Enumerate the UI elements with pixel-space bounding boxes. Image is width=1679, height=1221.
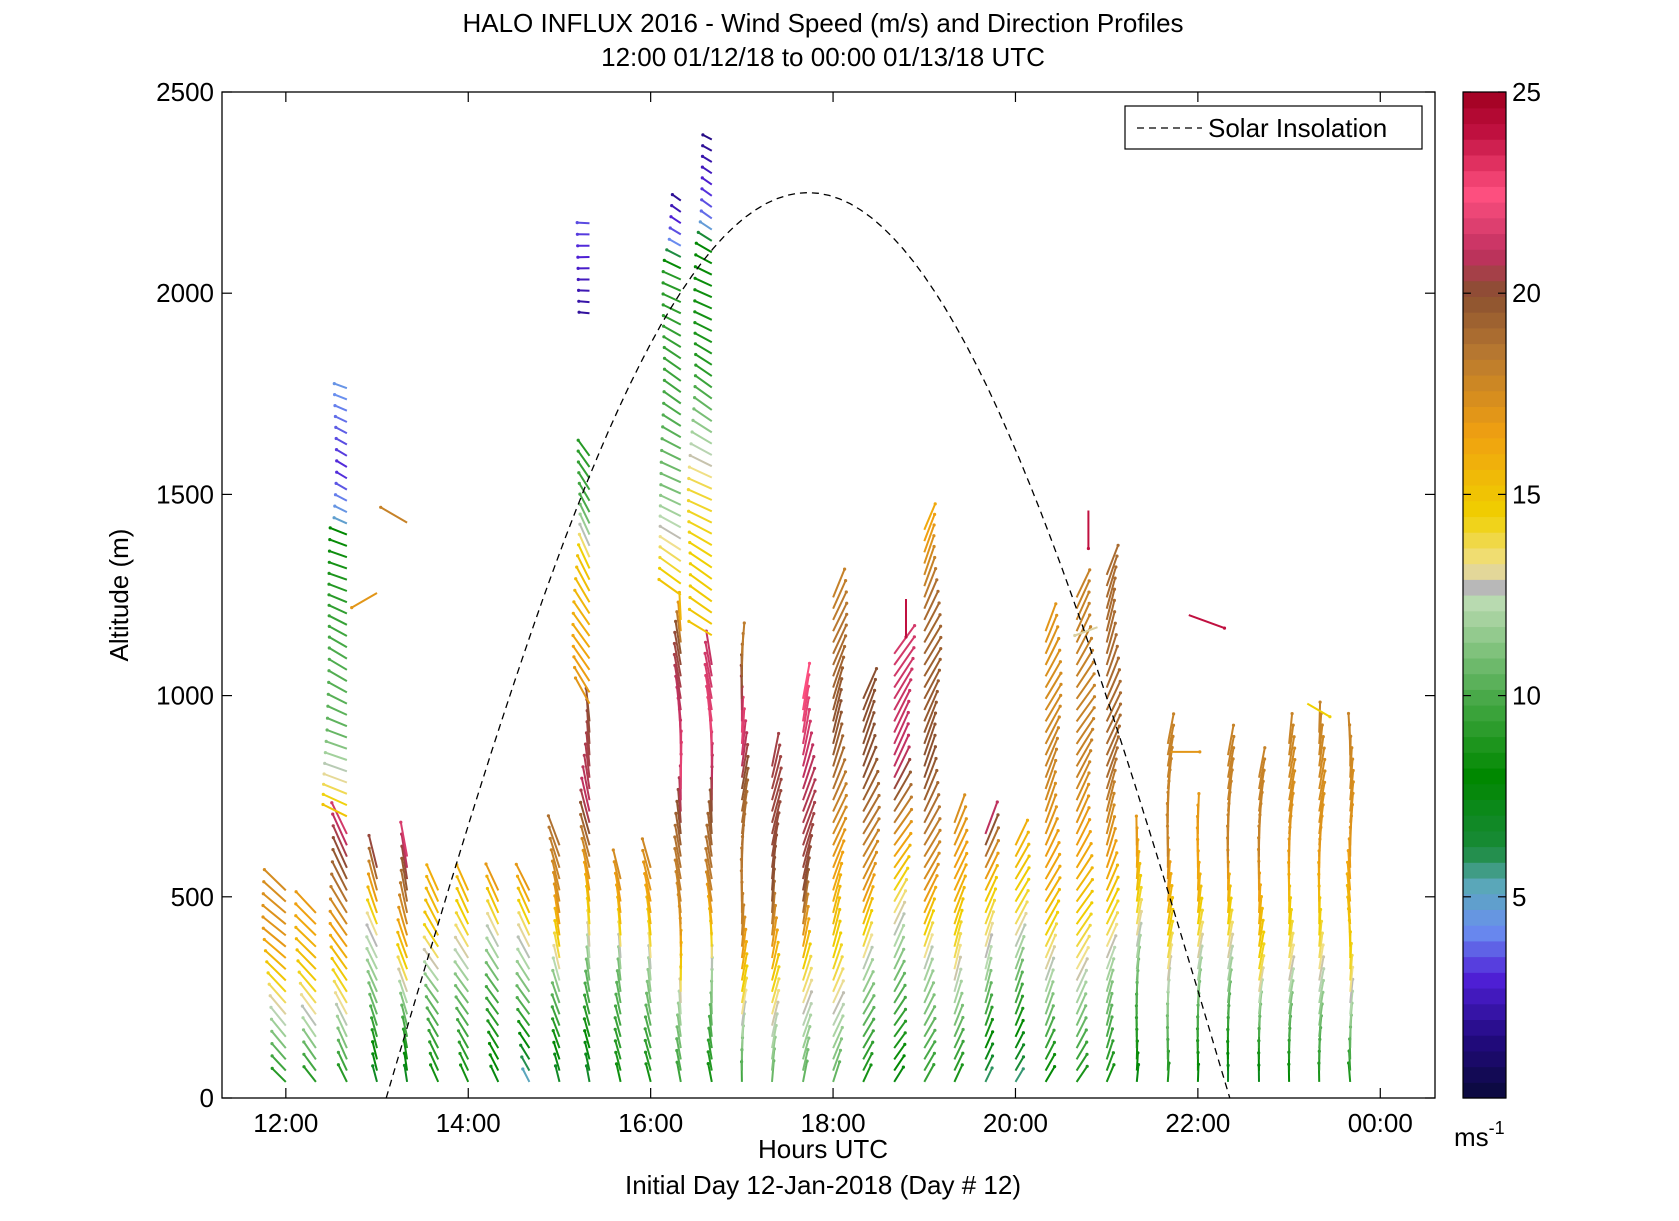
colorbar-band bbox=[1463, 375, 1506, 391]
legend: Solar Insolation bbox=[1125, 106, 1422, 149]
colorbar-band bbox=[1463, 108, 1506, 124]
colorbar: 5 10 15 20 25 bbox=[1463, 77, 1541, 1099]
colorbar-band bbox=[1463, 721, 1506, 737]
colorbar-band bbox=[1463, 642, 1506, 658]
colorbar-band bbox=[1463, 1082, 1506, 1098]
colorbar-band bbox=[1463, 123, 1506, 139]
y-tick-label: 2500 bbox=[156, 77, 214, 107]
colorbar-band bbox=[1463, 1019, 1506, 1035]
colorbar-band bbox=[1463, 92, 1506, 108]
colorbar-band bbox=[1463, 752, 1506, 768]
colorbar-band bbox=[1463, 516, 1506, 532]
colorbar-band bbox=[1463, 139, 1506, 155]
colorbar-band bbox=[1463, 1051, 1506, 1067]
y-tick-label: 0 bbox=[200, 1083, 214, 1113]
y-tick-label: 1500 bbox=[156, 479, 214, 509]
colorbar-band bbox=[1463, 548, 1506, 564]
colorbar-band bbox=[1463, 799, 1506, 815]
colorbar-band bbox=[1463, 249, 1506, 265]
colorbar-band bbox=[1463, 1067, 1506, 1083]
colorbar-unit-base: ms bbox=[1454, 1122, 1489, 1152]
colorbar-tick-label: 20 bbox=[1512, 278, 1541, 308]
colorbar-band bbox=[1463, 344, 1506, 360]
colorbar-band bbox=[1463, 171, 1506, 187]
colorbar-band bbox=[1463, 674, 1506, 690]
colorbar-band bbox=[1463, 328, 1506, 344]
colorbar-band bbox=[1463, 391, 1506, 407]
colorbar-band bbox=[1463, 862, 1506, 878]
colorbar-unit-exponent: -1 bbox=[1489, 1118, 1505, 1138]
colorbar-band bbox=[1463, 831, 1506, 847]
colorbar-band bbox=[1463, 626, 1506, 642]
x-tick-label: 00:00 bbox=[1348, 1108, 1413, 1138]
colorbar-band bbox=[1463, 218, 1506, 234]
colorbar-band bbox=[1463, 972, 1506, 988]
colorbar-band bbox=[1463, 988, 1506, 1004]
colorbar-band bbox=[1463, 202, 1506, 218]
colorbar-band bbox=[1463, 265, 1506, 281]
colorbar-band bbox=[1463, 878, 1506, 894]
colorbar-band bbox=[1463, 689, 1506, 705]
colorbar-band bbox=[1463, 281, 1506, 297]
x-tick-label: 20:00 bbox=[983, 1108, 1048, 1138]
x-tick-label: 22:00 bbox=[1165, 1108, 1230, 1138]
colorbar-band bbox=[1463, 312, 1506, 328]
colorbar-band bbox=[1463, 925, 1506, 941]
y-tick-label: 1000 bbox=[156, 681, 214, 711]
legend-label: Solar Insolation bbox=[1208, 113, 1387, 143]
colorbar-band bbox=[1463, 595, 1506, 611]
y-tick-label: 500 bbox=[171, 882, 214, 912]
colorbar-band bbox=[1463, 155, 1506, 171]
colorbar-tick-label: 15 bbox=[1512, 479, 1541, 509]
x-axis-label: Hours UTC bbox=[758, 1134, 888, 1164]
colorbar-tick-label: 10 bbox=[1512, 681, 1541, 711]
colorbar-band bbox=[1463, 909, 1506, 925]
colorbar-band bbox=[1463, 815, 1506, 831]
colorbar-band bbox=[1463, 564, 1506, 580]
colorbar-band bbox=[1463, 658, 1506, 674]
colorbar-band bbox=[1463, 784, 1506, 800]
colorbar-band bbox=[1463, 532, 1506, 548]
colorbar-tick-label: 5 bbox=[1512, 882, 1526, 912]
colorbar-band bbox=[1463, 469, 1506, 485]
colorbar-band bbox=[1463, 611, 1506, 627]
colorbar-band bbox=[1463, 296, 1506, 312]
colorbar-band bbox=[1463, 579, 1506, 595]
colorbar-tick-label: 25 bbox=[1512, 77, 1541, 107]
colorbar-band bbox=[1463, 894, 1506, 910]
colorbar-band bbox=[1463, 1004, 1506, 1020]
colorbar-band bbox=[1463, 454, 1506, 470]
colorbar-band bbox=[1463, 186, 1506, 202]
y-tick-label: 2000 bbox=[156, 278, 214, 308]
colorbar-band bbox=[1463, 1035, 1506, 1051]
colorbar-band bbox=[1463, 768, 1506, 784]
colorbar-unit: ms-1 bbox=[1454, 1118, 1505, 1152]
x-tick-label: 12:00 bbox=[253, 1108, 318, 1138]
colorbar-band bbox=[1463, 736, 1506, 752]
colorbar-band bbox=[1463, 941, 1506, 957]
colorbar-band bbox=[1463, 406, 1506, 422]
colorbar-band bbox=[1463, 485, 1506, 501]
colorbar-band bbox=[1463, 422, 1506, 438]
colorbar-band bbox=[1463, 957, 1506, 973]
colorbar-band bbox=[1463, 705, 1506, 721]
colorbar-band bbox=[1463, 438, 1506, 454]
x-tick-label: 16:00 bbox=[618, 1108, 683, 1138]
colorbar-band bbox=[1463, 233, 1506, 249]
colorbar-band bbox=[1463, 501, 1506, 517]
chart-title: HALO INFLUX 2016 - Wind Speed (m/s) and … bbox=[462, 8, 1183, 38]
x-tick-label: 14:00 bbox=[436, 1108, 501, 1138]
colorbar-band bbox=[1463, 359, 1506, 375]
y-axis-label: Altitude (m) bbox=[104, 529, 134, 662]
x-axis-sublabel: Initial Day 12-Jan-2018 (Day # 12) bbox=[625, 1170, 1021, 1200]
chart-subtitle: 12:00 01/12/18 to 00:00 01/13/18 UTC bbox=[601, 42, 1045, 72]
colorbar-band bbox=[1463, 847, 1506, 863]
